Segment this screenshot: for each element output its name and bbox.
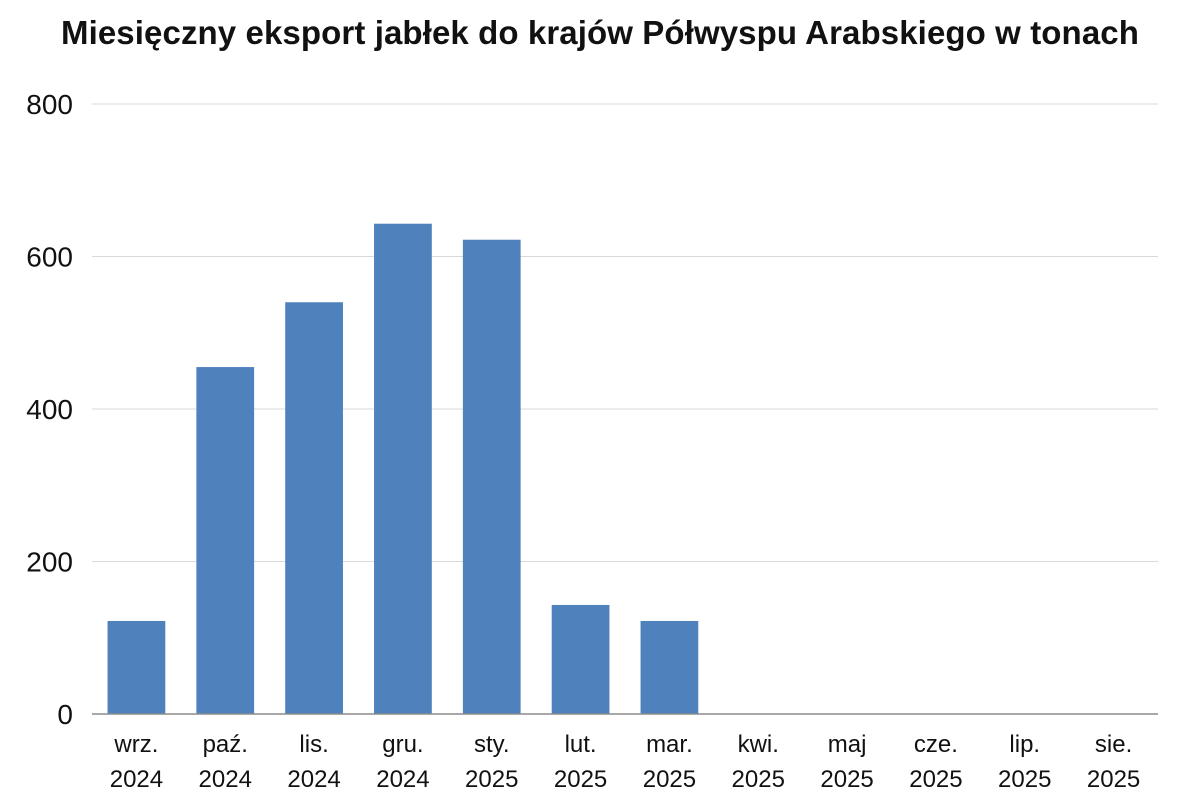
bar — [462, 239, 521, 714]
x-tick-label-year: 2025 — [643, 766, 696, 793]
x-tick-label-month: lut. — [565, 731, 597, 758]
x-tick-label-year: 2025 — [998, 766, 1051, 793]
x-tick-label-month: mar. — [646, 731, 693, 758]
x-tick-label-month: gru. — [382, 731, 423, 758]
x-tick-label-year: 2025 — [554, 766, 607, 793]
x-tick-label-year: 2025 — [1087, 766, 1140, 793]
bar — [640, 620, 699, 714]
x-tick-label-year: 2024 — [199, 766, 252, 793]
x-tick-label-month: lis. — [299, 731, 328, 758]
bar — [196, 367, 255, 714]
y-tick-label: 200 — [26, 547, 73, 578]
y-tick-label: 600 — [26, 242, 73, 273]
bar — [374, 223, 432, 714]
x-tick-label-month: lip. — [1009, 731, 1040, 758]
x-tick-label-month: maj — [828, 731, 867, 758]
x-tick-label-month: kwi. — [738, 731, 779, 758]
x-tick-label-month: sty. — [474, 731, 510, 758]
x-tick-label-year: 2024 — [110, 766, 163, 793]
x-tick-label-month: cze. — [914, 731, 958, 758]
x-tick-label-month: wrz. — [113, 731, 158, 758]
x-tick-label-year: 2025 — [465, 766, 518, 793]
x-tick-label-month: paź. — [203, 731, 248, 758]
y-tick-label: 800 — [26, 89, 73, 120]
x-tick-label-year: 2024 — [376, 766, 429, 793]
x-tick-label-year: 2024 — [287, 766, 340, 793]
chart-title: Miesięczny eksport jabłek do krajów Półw… — [61, 14, 1139, 51]
bar — [285, 302, 343, 714]
x-tick-label-month: sie. — [1095, 731, 1132, 758]
bar — [551, 604, 610, 714]
x-tick-label-year: 2025 — [732, 766, 785, 793]
x-tick-label-year: 2025 — [820, 766, 873, 793]
bar — [107, 620, 166, 714]
y-tick-label: 0 — [57, 699, 73, 730]
x-tick-label-year: 2025 — [909, 766, 962, 793]
y-tick-label: 400 — [26, 394, 73, 425]
